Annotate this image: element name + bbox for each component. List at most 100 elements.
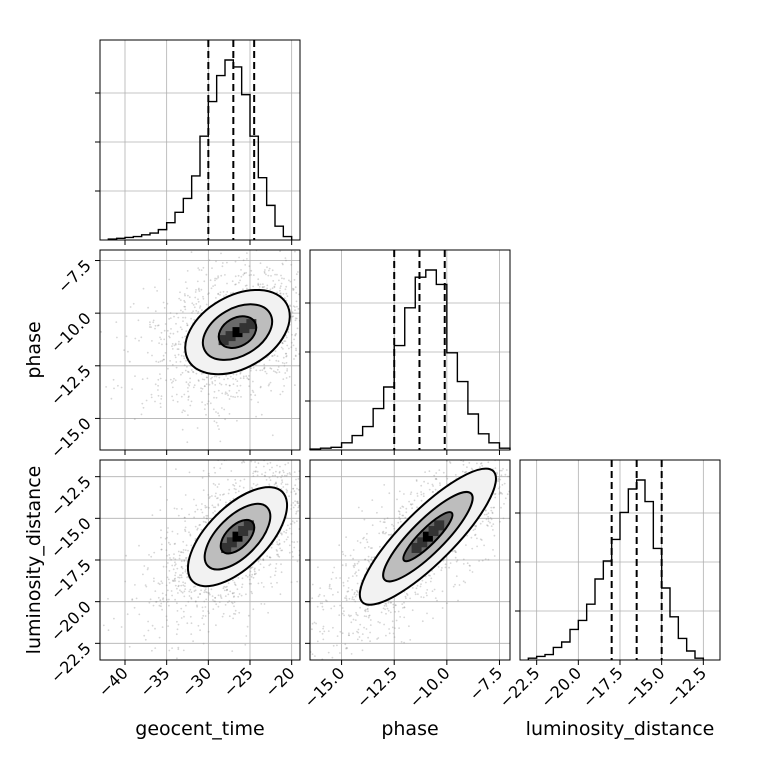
scatter-point <box>276 485 278 487</box>
scatter-point <box>263 367 265 370</box>
scatter-point <box>180 590 183 593</box>
scatter-point <box>171 386 174 389</box>
scatter-point <box>313 481 315 483</box>
scatter-point <box>369 631 371 634</box>
scatter-point <box>425 581 427 584</box>
scatter-point <box>233 487 236 490</box>
scatter-point <box>432 490 434 493</box>
scatter-point <box>307 548 309 550</box>
scatter-point <box>577 379 579 381</box>
scatter-point <box>226 282 228 285</box>
scatter-point <box>497 487 500 490</box>
scatter-point <box>162 600 165 603</box>
scatter-point <box>291 520 294 523</box>
scatter-point <box>186 322 188 325</box>
scatter-point <box>303 283 305 285</box>
scatter-point <box>177 514 180 517</box>
scatter-point <box>330 357 332 359</box>
scatter-point <box>301 181 303 183</box>
scatter-point <box>294 384 296 386</box>
scatter-point <box>276 705 278 707</box>
scatter-point <box>347 471 349 473</box>
scatter-point <box>145 399 148 402</box>
scatter-point <box>241 461 243 464</box>
scatter-point <box>422 495 425 498</box>
scatter-point <box>177 316 180 319</box>
scatter-point <box>219 291 222 294</box>
scatter-point <box>327 282 329 284</box>
scatter-point <box>495 424 497 426</box>
scatter-point <box>346 590 349 593</box>
scatter-point <box>214 279 216 282</box>
scatter-point <box>465 544 467 546</box>
scatter-point <box>197 380 200 382</box>
scatter-point <box>285 377 288 379</box>
scatter-point <box>185 557 187 559</box>
scatter-point <box>228 384 231 387</box>
scatter-point <box>338 326 340 328</box>
scatter-point <box>234 583 236 586</box>
scatter-layer <box>276 362 581 707</box>
scatter-point <box>419 585 422 588</box>
scatter-point <box>205 273 208 276</box>
scatter-point <box>140 336 143 339</box>
scatter-point <box>259 386 262 389</box>
scatter-point <box>203 280 206 283</box>
scatter-point <box>171 343 174 345</box>
scatter-point <box>234 584 237 587</box>
scatter-point <box>294 354 297 357</box>
scatter-point <box>210 377 212 380</box>
scatter-point <box>341 550 344 553</box>
scatter-point <box>196 527 199 530</box>
scatter-point <box>507 457 509 459</box>
scatter-point <box>495 456 497 458</box>
scatter-point <box>234 478 237 481</box>
scatter-point <box>187 399 190 401</box>
scatter-point <box>410 491 413 494</box>
scatter-point <box>301 275 303 277</box>
scatter-point <box>152 604 155 607</box>
scatter-point <box>579 383 581 385</box>
scatter-point <box>276 543 279 546</box>
scatter-point <box>323 534 325 536</box>
scatter-point <box>266 287 268 290</box>
scatter-point <box>212 599 214 601</box>
scatter-point <box>182 540 185 543</box>
scatter-point <box>385 605 388 607</box>
scatter-point <box>282 348 284 350</box>
scatter-point <box>440 569 443 572</box>
scatter-point <box>303 328 305 330</box>
scatter-point <box>479 522 482 525</box>
scatter-point <box>259 453 261 455</box>
scatter-point <box>217 412 220 415</box>
scatter-point <box>204 615 207 617</box>
scatter-point <box>472 529 475 531</box>
scatter-point <box>452 452 454 454</box>
scatter-point <box>112 378 115 381</box>
scatter-point <box>397 610 400 613</box>
scatter-point <box>229 384 231 387</box>
scatter-point <box>221 392 224 395</box>
scatter-point <box>309 668 311 670</box>
scatter-point <box>268 267 271 270</box>
scatter-point <box>113 387 115 390</box>
scatter-point <box>278 279 280 282</box>
scatter-point <box>183 299 186 302</box>
scatter-point <box>356 562 359 565</box>
scatter-point <box>172 242 174 244</box>
scatter-point <box>219 440 222 443</box>
scatter-point <box>242 274 245 276</box>
scatter-point <box>315 344 317 346</box>
scatter-point <box>526 362 528 364</box>
scatter-point <box>172 568 175 571</box>
scatter-point <box>191 312 193 314</box>
scatter-point <box>285 355 288 358</box>
scatter-point <box>471 571 474 573</box>
scatter-point <box>208 506 210 509</box>
scatter-point <box>320 482 322 484</box>
scatter-point <box>363 518 366 521</box>
scatter-point <box>345 595 348 597</box>
scatter-point <box>345 241 347 243</box>
scatter-point <box>180 617 183 619</box>
scatter-point <box>485 439 487 441</box>
